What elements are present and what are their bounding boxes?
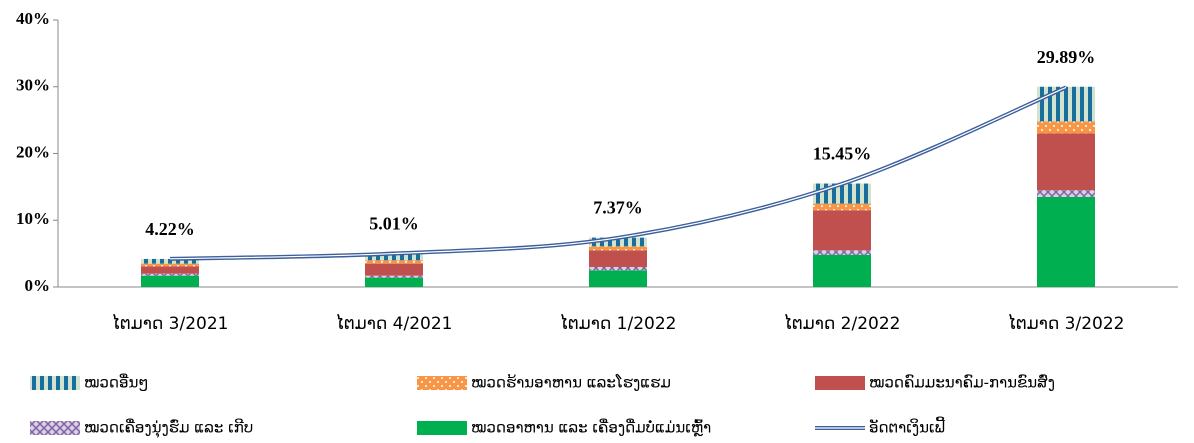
- data-label: 5.01%: [369, 214, 419, 234]
- bar-segment: [141, 275, 199, 287]
- bar-segment: [813, 210, 871, 251]
- legend-label: ໝວດເຄື່ອງນຸ່ງຮົ່ມ ແລະ ເກີບ: [84, 417, 253, 438]
- data-label: 15.45%: [813, 144, 872, 164]
- bar-segment: [589, 266, 647, 271]
- bar-segment: [365, 275, 423, 278]
- legend-label: ໝວດອື່ນໆ: [84, 372, 148, 391]
- bar-segment: [1037, 196, 1095, 287]
- bar-segment: [141, 273, 199, 276]
- legend-swatch: [417, 376, 467, 390]
- bar-segment: [589, 270, 647, 287]
- bar-segment: [589, 250, 647, 267]
- bar-segment: [589, 246, 647, 251]
- bar-segment: [141, 258, 199, 264]
- x-tick-label: ໄຕມາດ 3/2021: [112, 313, 229, 334]
- legend-swatch: [815, 376, 865, 390]
- bar-segment: [813, 250, 871, 255]
- x-tick-label: ໄຕມາດ 1/2022: [560, 313, 677, 334]
- bar-segment: [1037, 121, 1095, 134]
- bar-segment: [813, 254, 871, 287]
- data-label: 7.37%: [593, 198, 643, 218]
- bar-segment: [1037, 133, 1095, 191]
- bar-segment: [365, 253, 423, 261]
- legend-label: ອັດຕາເງິນເຟີ້: [869, 415, 945, 436]
- bar-segment: [813, 183, 871, 204]
- line-outer: [169, 85, 1067, 261]
- bar-segment: [1037, 86, 1095, 122]
- legend-label: ໝວດຮ້ານອາຫານ ແລະໂຮງແຮມ: [471, 372, 671, 391]
- data-label: 29.89%: [1037, 47, 1096, 67]
- legend-swatch: [417, 421, 467, 435]
- bar-segment: [141, 263, 199, 267]
- x-tick-label: ໄຕມາດ 2/2022: [784, 313, 901, 334]
- bar-segment: [813, 203, 871, 211]
- legend-swatch: [30, 421, 80, 435]
- y-tick-label: 0%: [25, 276, 51, 295]
- legend-label: ໝວດຄົມມະນາຄົມ-ການຂົນສົ່ງ: [869, 372, 1055, 391]
- bar-segment: [365, 260, 423, 264]
- x-tick-label: ໄຕມາດ 3/2022: [1008, 313, 1125, 334]
- bar-segment: [141, 266, 199, 274]
- bar-segment: [365, 277, 423, 287]
- bar-segment: [365, 263, 423, 276]
- legend-swatch: [30, 376, 80, 390]
- y-tick-label: 20%: [16, 142, 50, 161]
- legend-label: ໝວດອາຫານ ແລະ ເຄື່ອງດື່ມບໍ່ແມ່ນເຫຼົ້າ: [471, 417, 711, 436]
- line-inner: [169, 86, 1067, 260]
- bar-segment: [1037, 190, 1095, 197]
- x-tick-label: ໄຕມາດ 4/2021: [336, 313, 453, 334]
- y-tick-label: 30%: [16, 76, 50, 95]
- y-tick-label: 40%: [16, 9, 50, 28]
- y-tick-label: 10%: [16, 209, 50, 228]
- data-label: 4.22%: [145, 219, 195, 239]
- bar-segment: [589, 237, 647, 247]
